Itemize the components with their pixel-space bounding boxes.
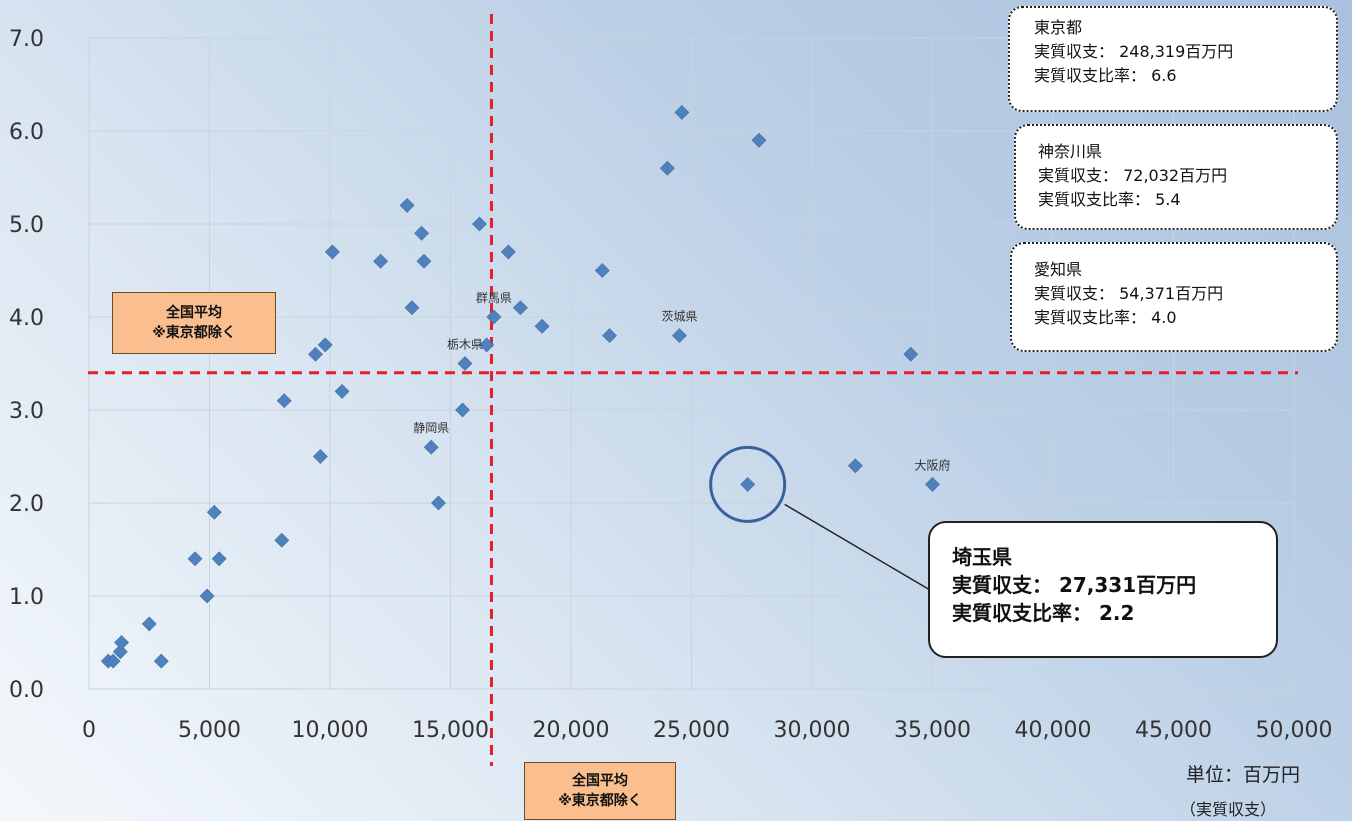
data-point: [471, 216, 487, 232]
data-point: [399, 197, 415, 213]
callout-line1: 実質収支： 248,319百万円: [1034, 42, 1234, 61]
data-point: [534, 318, 550, 334]
callout-line2: 実質収支比率： 6.6: [1034, 66, 1177, 85]
national-average-label-bottom: 全国平均 ※東京都除く: [524, 762, 676, 820]
data-point: [199, 588, 215, 604]
national-average-label-left: 全国平均 ※東京都除く: [112, 292, 276, 354]
y-tick-label: 1.0: [9, 585, 44, 610]
data-point: [423, 439, 439, 455]
average-lines: [88, 14, 1298, 766]
data-point: [274, 532, 290, 548]
callout-line1: 実質収支： 72,032百万円: [1038, 166, 1228, 185]
callout-line1: 実質収支： 27,331百万円: [952, 573, 1197, 597]
data-point: [847, 458, 863, 474]
y-tick-label: 0.0: [9, 678, 44, 703]
y-tick-label: 7.0: [9, 27, 44, 52]
data-point: [674, 104, 690, 120]
data-point: [211, 551, 227, 567]
data-point: [308, 346, 323, 362]
data-point: [925, 476, 940, 492]
data-point: [479, 337, 495, 353]
data-point: [659, 160, 675, 176]
x-tick-label: 5,000: [178, 718, 241, 743]
data-point: [672, 328, 687, 344]
callout-saitama: 埼玉県 実質収支： 27,331百万円 実質収支比率： 2.2: [928, 521, 1278, 658]
highlight-circle: [709, 445, 787, 523]
x-tick-label: 10,000: [292, 718, 369, 743]
x-tick-label: 25,000: [653, 718, 730, 743]
callout-line2: 実質収支比率： 5.4: [1038, 190, 1181, 209]
y-tick-label: 3.0: [9, 399, 44, 424]
data-point: [512, 300, 528, 316]
x-tick-label: 15,000: [412, 718, 489, 743]
x-tick-label: 20,000: [533, 718, 610, 743]
point-label: 栃木県: [447, 338, 483, 352]
x-tick-label: 30,000: [774, 718, 851, 743]
unit-label: 単位：百万円: [1186, 764, 1301, 786]
callout-name: 神奈川県: [1038, 142, 1103, 161]
callout-name: 愛知県: [1034, 260, 1083, 279]
axis-ticks: 0 5,000 10,000 15,000 20,000 25,000 30,000 35,0…: [9, 27, 1332, 743]
callout-kanagawa: 神奈川県 実質収支： 72,032百万円 実質収支比率： 5.4: [1014, 124, 1338, 230]
avg-label-line2: ※東京都除く: [152, 325, 236, 341]
data-point: [317, 337, 333, 353]
x-tick-label: 0: [82, 718, 96, 743]
data-point: [141, 616, 157, 632]
data-point: [455, 402, 470, 418]
callout-aichi: 愛知県 実質収支： 54,371百万円 実質収支比率： 4.0: [1010, 242, 1338, 352]
data-point: [153, 653, 169, 669]
data-point: [206, 504, 222, 520]
data-point: [404, 300, 420, 316]
data-point: [740, 476, 756, 492]
point-label: 大阪府: [914, 457, 950, 472]
data-point: [373, 253, 389, 269]
data-point: [457, 356, 473, 371]
callout-connector-line: [784, 503, 931, 591]
data-point: [312, 449, 328, 464]
data-point: [112, 644, 128, 660]
y-tick-label: 5.0: [9, 213, 44, 238]
callout-line2: 実質収支比率： 4.0: [1034, 308, 1177, 327]
data-point: [486, 309, 502, 325]
x-tick-label: 40,000: [1015, 718, 1092, 743]
point-label: 静岡県: [413, 421, 449, 435]
callout-name: 埼玉県: [952, 545, 1012, 569]
point-label: 茨城県: [661, 310, 697, 324]
y-tick-label: 2.0: [9, 492, 44, 517]
callout-line2: 実質収支比率： 2.2: [952, 601, 1135, 625]
data-point: [500, 244, 516, 260]
data-point: [594, 263, 610, 278]
data-point: [334, 383, 350, 399]
callout-line1: 実質収支： 54,371百万円: [1034, 284, 1224, 303]
y-tick-label: 6.0: [9, 120, 44, 145]
data-point: [414, 225, 430, 241]
data-point: [416, 253, 432, 269]
data-point: [602, 328, 617, 344]
data-point: [114, 635, 129, 650]
y-tick-label: 4.0: [9, 306, 44, 331]
data-point: [187, 551, 203, 567]
point-label: 群馬県: [476, 291, 512, 305]
x-axis-note: （実質収支）: [1180, 800, 1277, 819]
data-point: [751, 132, 767, 148]
data-point: [276, 393, 292, 409]
x-tick-label: 45,000: [1135, 718, 1212, 743]
data-point: [431, 495, 446, 511]
callout-connector: [709, 445, 931, 591]
data-point: [903, 346, 919, 362]
x-tick-label: 50,000: [1256, 718, 1333, 743]
callout-tokyo: 東京都 実質収支： 248,319百万円 実質収支比率： 6.6: [1008, 6, 1338, 112]
avg-label-line1: 全国平均: [166, 305, 222, 321]
data-point: [324, 244, 340, 260]
avg-label-line1: 全国平均: [572, 773, 628, 789]
avg-label-line2: ※東京都除く: [558, 793, 642, 809]
x-tick-label: 35,000: [894, 718, 971, 743]
callout-name: 東京都: [1034, 18, 1083, 37]
data-point: [105, 653, 121, 669]
data-points: [100, 104, 940, 669]
